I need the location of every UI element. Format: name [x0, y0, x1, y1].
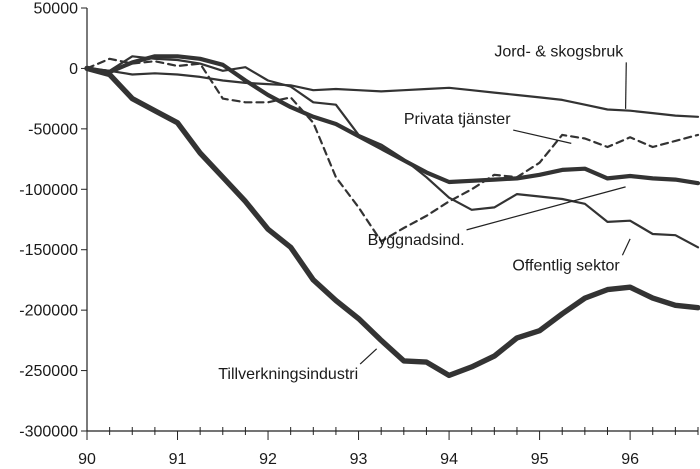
x-tick-label: 96 [621, 451, 639, 468]
x-tick-label: 94 [440, 451, 458, 468]
axes: 50000 0 -50000 -100000 -150000 -200000 -250000… [19, 1, 698, 469]
y-tick-label: -100000 [19, 182, 78, 199]
y-tick-label: -200000 [19, 303, 78, 320]
x-tick-label: 95 [531, 451, 549, 468]
x-tick-label: 90 [78, 451, 96, 468]
series-label-3: Byggnadsind. [368, 232, 465, 249]
x-tick-label: 91 [169, 451, 187, 468]
leader-line-5 [360, 349, 377, 364]
series-layer [87, 56, 698, 375]
series-label-2: Privata tjänster [404, 111, 511, 128]
y-tick-label: 50000 [34, 1, 79, 18]
x-tick-label: 92 [259, 451, 277, 468]
series-line-3 [87, 56, 698, 247]
series-line-2 [87, 59, 698, 242]
y-tick-label: -300000 [19, 424, 78, 441]
y-tick-label: 0 [69, 61, 78, 78]
series-line-1 [87, 68, 698, 116]
leader-line-2 [513, 130, 571, 143]
y-tick-label: -150000 [19, 242, 78, 259]
y-tick-label: -250000 [19, 363, 78, 380]
series-label-5: Tillverkningsindustri [218, 366, 358, 383]
series-label-1: Jord- & skogsbruk [494, 43, 624, 60]
y-tick-label: -50000 [28, 121, 78, 138]
x-tick-label: 93 [350, 451, 368, 468]
leader-line-4 [622, 239, 630, 255]
leader-line-1 [626, 62, 627, 109]
series-label-4: Offentlig sektor [512, 257, 620, 274]
annotation-layer: Jord- & skogsbruk Privata tjänster Byggnad… [218, 43, 630, 383]
